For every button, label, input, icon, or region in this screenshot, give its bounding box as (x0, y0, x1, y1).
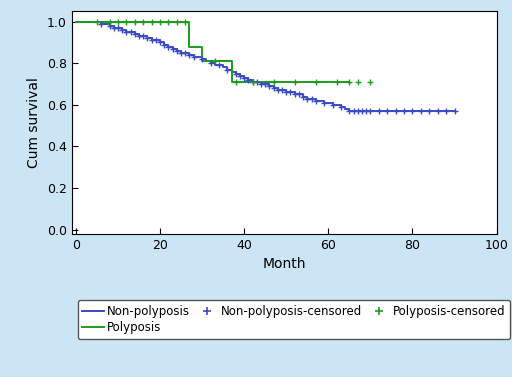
X-axis label: Month: Month (263, 257, 306, 271)
Legend: Non-polyposis, Polyposis, Non-polyposis-censored, Polyposis-censored: Non-polyposis, Polyposis, Non-polyposis-… (78, 300, 510, 339)
Y-axis label: Cum survival: Cum survival (27, 77, 41, 168)
